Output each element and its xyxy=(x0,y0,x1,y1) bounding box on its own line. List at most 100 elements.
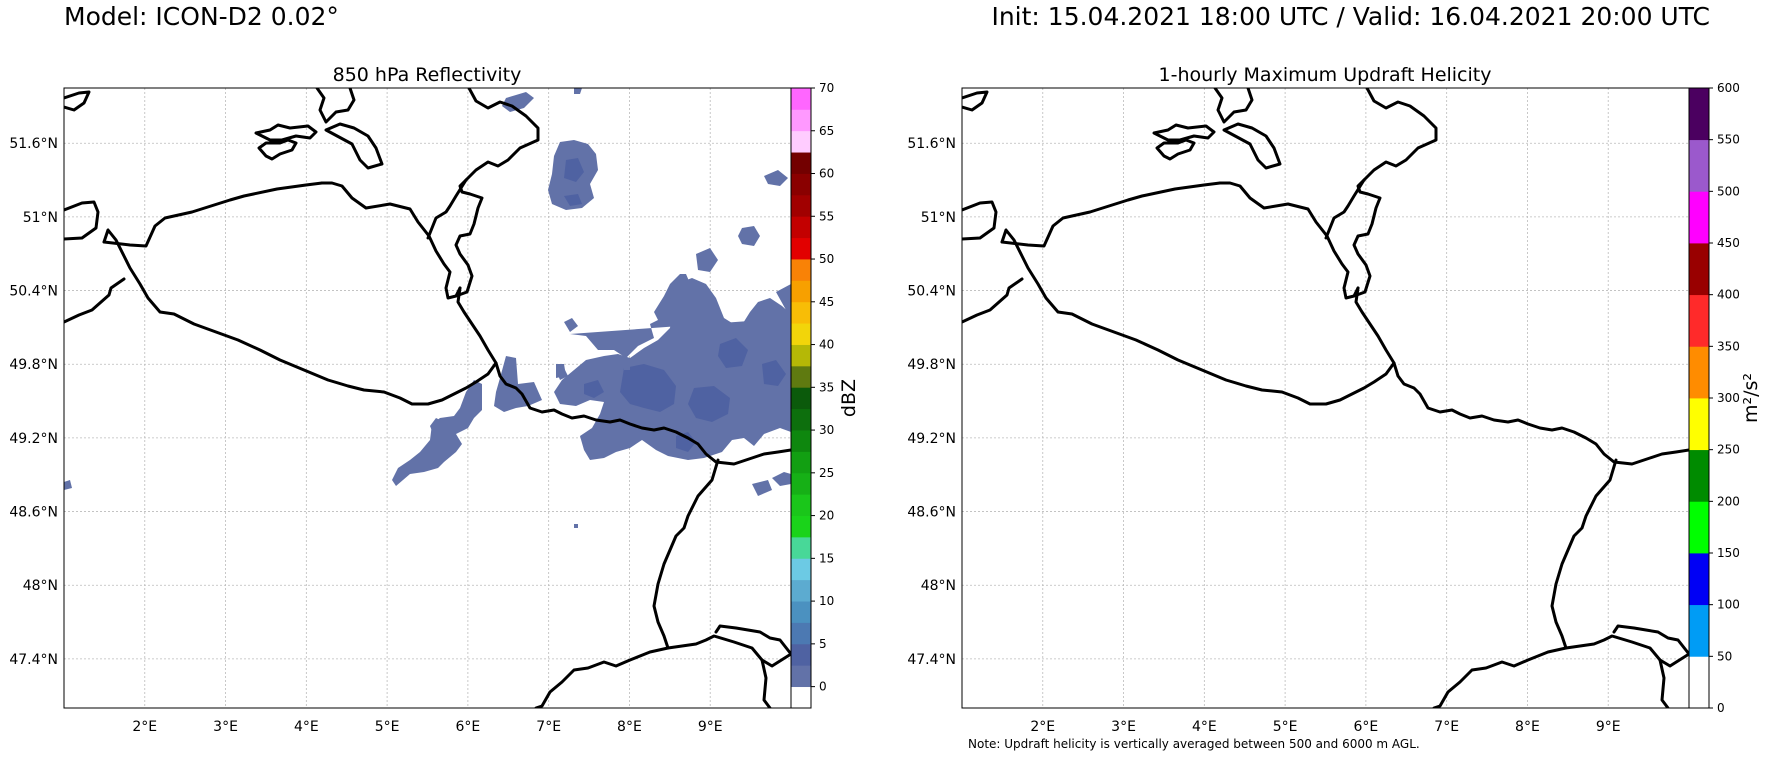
colorbar-tick-label: 50 xyxy=(819,252,834,266)
colorbar-segment xyxy=(791,536,811,559)
colorbar-tick-label: 300 xyxy=(1717,391,1740,405)
reflectivity-cell xyxy=(624,364,630,370)
border-line xyxy=(962,277,1024,324)
colorbar-segment xyxy=(1689,449,1709,502)
colorbar-tick-label: 30 xyxy=(819,423,834,437)
colorbar-tick-label: 350 xyxy=(1717,339,1740,353)
border-line xyxy=(102,181,324,248)
border-line xyxy=(324,122,384,170)
colorbar-tick-label: 40 xyxy=(819,338,834,352)
helicity-panel: 1-hourly Maximum Updraft Helicity 2°E 3°E… xyxy=(907,64,1762,735)
ytick-label: 47.4°N xyxy=(907,652,956,668)
border-line xyxy=(1352,178,1382,298)
border-line xyxy=(257,138,298,161)
colorbar-segment xyxy=(791,601,811,623)
colorbar-tick-label: 100 xyxy=(1717,598,1740,612)
panel-title: 850 hPa Reflectivity xyxy=(333,64,522,86)
border-line xyxy=(1432,646,1568,708)
reflectivity-cell xyxy=(764,170,788,186)
colorbar-segment xyxy=(791,365,811,388)
colorbar-tick-label: 0 xyxy=(819,680,827,694)
colorbar-tick-label: 500 xyxy=(1717,184,1740,198)
border-line xyxy=(1612,624,1689,656)
reflectivity-cell xyxy=(430,418,444,436)
ytick-label: 50.4°N xyxy=(9,284,58,300)
colorbar-segment xyxy=(791,237,811,260)
reflectivity-cell xyxy=(772,472,791,486)
colorbar-segment xyxy=(1689,139,1709,192)
colorbar-segment xyxy=(791,686,811,709)
colorbar-segment xyxy=(1689,346,1709,399)
xtick-label: 2°E xyxy=(1030,719,1055,735)
border-line xyxy=(1550,458,1618,650)
reflectivity-cells xyxy=(64,88,791,528)
border-line xyxy=(320,181,462,300)
reflectivity-cell xyxy=(696,248,718,272)
reflectivity-cell xyxy=(762,360,786,386)
border-line xyxy=(315,88,356,124)
colorbar-segment xyxy=(791,643,811,666)
colorbar-tick-label: 20 xyxy=(819,509,834,523)
colorbar-segment xyxy=(791,430,811,452)
xtick-label: 8°E xyxy=(617,719,642,735)
colorbar-tick-label: 600 xyxy=(1717,81,1740,95)
xtick-label: 8°E xyxy=(1515,719,1540,735)
colorbar-frame xyxy=(790,87,812,709)
xtick-label: 2°E xyxy=(132,719,157,735)
border-line xyxy=(1218,181,1360,300)
border-line xyxy=(534,646,670,708)
reflectivity-cell xyxy=(738,226,760,246)
colorbar-segment xyxy=(1689,656,1709,709)
colorbar-segment xyxy=(791,558,811,581)
country-borders xyxy=(64,88,791,708)
colorbar-tick-label: 70 xyxy=(819,81,834,95)
border-line xyxy=(714,624,791,656)
border-line xyxy=(494,361,791,466)
colorbar-segment xyxy=(791,451,811,474)
colorbar-tick-label: 10 xyxy=(819,594,834,608)
colorbar-segment xyxy=(791,173,811,196)
colorbar-segment xyxy=(1689,294,1709,347)
border-line xyxy=(1658,658,1670,708)
reflectivity-cell xyxy=(574,88,582,94)
ytick-label: 49.2°N xyxy=(9,431,58,447)
map-background xyxy=(962,88,1689,708)
ytick-label: 48°N xyxy=(921,578,956,594)
ytick-label: 47.4°N xyxy=(9,652,58,668)
ytick-label: 50.4°N xyxy=(907,284,956,300)
colorbar-tick-label: 400 xyxy=(1717,288,1740,302)
colorbar-segment xyxy=(791,109,811,132)
ytick-label: 49.8°N xyxy=(9,357,58,373)
border-line xyxy=(1564,634,1689,668)
colorbar-label: dBZ xyxy=(838,379,860,417)
colorbar-segment xyxy=(1689,191,1709,244)
ytick-label: 48.6°N xyxy=(9,505,58,521)
border-line xyxy=(962,90,989,112)
colorbar-segment xyxy=(791,280,811,303)
colorbar-tick-label: 5 xyxy=(819,637,827,651)
colorbar-segment xyxy=(791,216,811,239)
axis-ticks: 2°E 3°E 4°E 5°E 6°E 7°E 8°E 9°E 47.4°N 48°N 48.6°N… xyxy=(9,136,722,735)
colorbar-segment xyxy=(791,472,811,495)
xtick-label: 6°E xyxy=(1354,719,1379,735)
axis-ticks: 2°E 3°E 4°E 5°E 6°E 7°E 8°E 9°E 47.4°N 48°N 48.6°N… xyxy=(907,136,1620,735)
colorbar-tick-label: 35 xyxy=(819,380,834,394)
border-line xyxy=(1213,88,1254,124)
border-line xyxy=(1000,181,1222,248)
reflectivity-cell xyxy=(684,314,704,334)
ytick-label: 48°N xyxy=(23,578,58,594)
colorbar-segment xyxy=(791,152,811,174)
colorbar-segment xyxy=(791,665,811,688)
reflectivity-cell xyxy=(584,380,604,398)
xtick-label: 7°E xyxy=(1434,719,1459,735)
colorbar-segment xyxy=(791,387,811,410)
colorbar-tick-label: 25 xyxy=(819,466,834,480)
xtick-label: 6°E xyxy=(456,719,481,735)
border-line xyxy=(64,277,126,324)
reflectivity-cell xyxy=(564,158,584,182)
colorbar-segment xyxy=(1689,88,1709,141)
reflectivity-cell xyxy=(752,480,772,496)
colorbar-segment xyxy=(791,408,811,431)
colorbar-tick-label: 200 xyxy=(1717,494,1740,508)
